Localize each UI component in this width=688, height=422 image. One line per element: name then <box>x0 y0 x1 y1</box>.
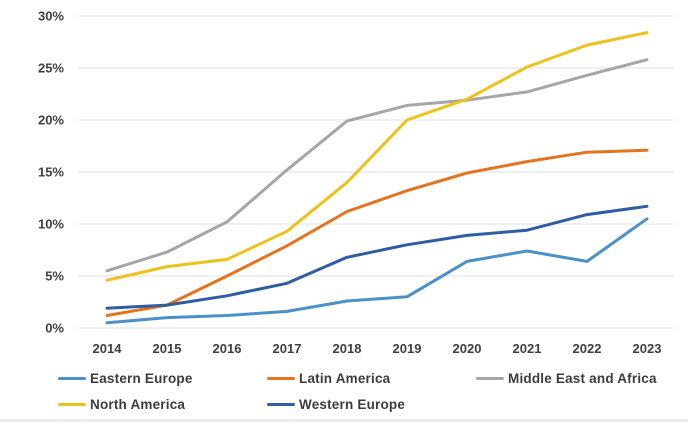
x-axis-tick-label: 2023 <box>633 341 662 356</box>
legend-color-swatch <box>476 377 504 380</box>
legend-item-western-europe: Western Europe <box>267 397 405 412</box>
legend-color-swatch <box>267 377 295 380</box>
series-line-eastern-europe <box>105 217 649 325</box>
screenshot-bottom-edge <box>0 419 688 422</box>
legend-label: North America <box>90 397 186 412</box>
y-axis-tick-label: 25% <box>38 61 64 76</box>
legend-label: Western Europe <box>299 397 406 412</box>
x-axis-tick-label: 2015 <box>153 341 182 356</box>
x-axis-tick-label: 2017 <box>273 341 302 356</box>
chart-plot-area: 0% 5% 10% 15% 20% 25% 30% 2014 2015 2016 2017 2018 2… <box>38 9 674 356</box>
y-axis-tick-label: 20% <box>38 113 64 128</box>
legend-label: Latin America <box>299 371 391 386</box>
x-axis-tick-label: 2014 <box>93 341 123 356</box>
legend-label: Middle East and Africa <box>508 371 657 386</box>
series-line-north-america <box>105 31 649 282</box>
x-axis-tick-label: 2020 <box>453 341 482 356</box>
legend-item-latin-america: Latin America <box>267 371 390 386</box>
series-line-middle-east-and-africa <box>105 58 649 273</box>
legend-color-swatch <box>58 377 86 380</box>
legend-item-north-america: North America <box>58 397 185 412</box>
x-axis-tick-label: 2021 <box>513 341 542 356</box>
x-axis-tick-label: 2016 <box>213 341 242 356</box>
legend-label: Eastern Europe <box>90 371 193 386</box>
y-axis-tick-label: 10% <box>38 217 64 232</box>
legend-item-eastern-europe: Eastern Europe <box>58 371 193 386</box>
y-axis-tick-label: 30% <box>38 9 64 24</box>
y-axis-tick-label: 15% <box>38 165 64 180</box>
x-axis-tick-label: 2022 <box>573 341 602 356</box>
x-axis-tick-label: 2019 <box>393 341 422 356</box>
series-line-latin-america <box>105 148 649 317</box>
legend-item-middle-east-and-africa: Middle East and Africa <box>476 371 657 386</box>
y-axis-tick-label: 5% <box>45 269 64 284</box>
legend-color-swatch <box>267 403 295 406</box>
legend-color-swatch <box>58 403 86 406</box>
y-axis-tick-label: 0% <box>45 321 64 336</box>
x-axis-tick-label: 2018 <box>333 341 362 356</box>
series-line-western-europe <box>105 204 649 310</box>
